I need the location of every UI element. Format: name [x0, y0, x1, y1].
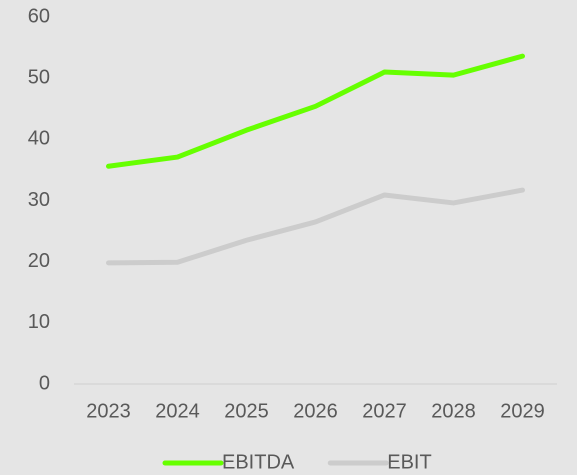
series-line	[106, 53, 525, 169]
x-tick-label: 2027	[362, 400, 407, 422]
x-tick-label: 2023	[86, 400, 131, 422]
y-tick-label: 50	[28, 66, 50, 88]
y-tick-label: 30	[28, 189, 50, 211]
legend-label: EBIT	[387, 451, 431, 473]
x-tick-label: 2026	[293, 400, 338, 422]
x-tick-label: 2029	[500, 400, 545, 422]
legend-label: EBITDA	[222, 451, 295, 473]
x-tick-label: 2025	[224, 400, 269, 422]
y-tick-label: 20	[28, 250, 50, 272]
y-tick-label: 40	[28, 128, 50, 150]
x-tick-label: 2024	[155, 400, 200, 422]
y-tick-label: 10	[28, 311, 50, 333]
y-tick-label: 60	[28, 5, 50, 27]
y-tick-label: 0	[39, 372, 50, 394]
series-line	[106, 187, 525, 266]
x-tick-label: 2028	[431, 400, 476, 422]
